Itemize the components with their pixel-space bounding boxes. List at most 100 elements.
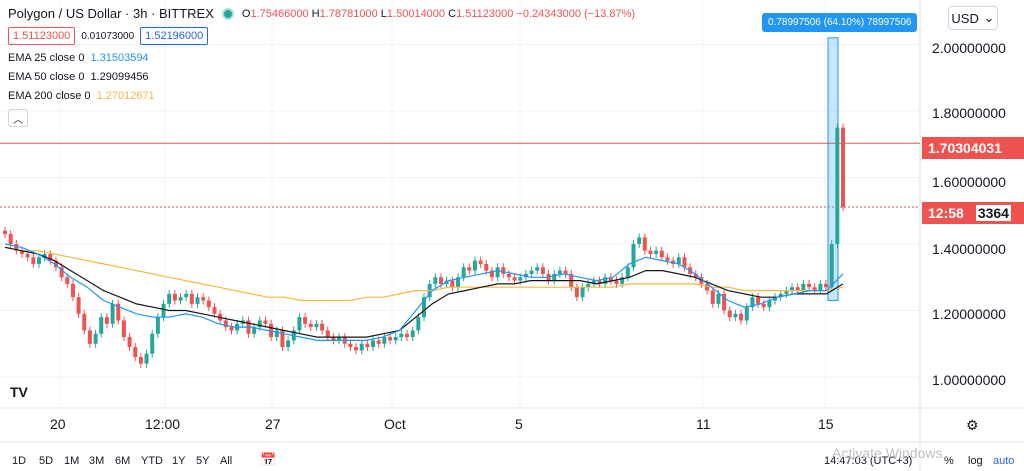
candle-body [93,333,98,344]
candle-body [597,280,602,284]
candle-body [699,277,704,284]
candle-body [586,283,591,288]
candle-body [14,244,19,251]
candle-body [189,293,194,304]
ema-50-legend[interactable]: EMA 50 close 0 1.29099456 [8,71,149,83]
candle-body [325,330,330,338]
candle-body [716,293,721,304]
candle-body [563,270,568,274]
ema-200-legend[interactable]: EMA 200 close 0 1.27012671 [8,90,155,102]
timeframe-1m[interactable]: 1M [64,455,80,467]
candle-body [812,287,817,291]
time-axis-label: 5 [515,416,523,432]
measure-tool-label: 0.78997506 (64.10%) 78997506 [762,13,918,32]
timeframe-all[interactable]: All [220,455,233,467]
candle-body [19,250,24,254]
candle-body [484,263,489,271]
candle-body [36,257,41,264]
candle-body [438,277,443,284]
percent-toggle[interactable]: % [944,455,954,467]
candle-body [756,297,761,304]
currency-select[interactable]: USD ⌄ [948,6,998,30]
candle-body [178,297,183,301]
candle-body [172,293,177,301]
candle-body [127,337,132,348]
candle-body [829,244,834,288]
candle-body [110,303,115,324]
ema-25-legend[interactable]: EMA 25 close 0 1.31503594 [8,52,149,64]
candle-body [53,260,58,268]
timeframe-1y[interactable]: 1Y [172,455,186,467]
candle-body [540,267,545,274]
candle-body [478,260,483,264]
candle-body [818,283,823,291]
candle-body [620,277,625,284]
candle-body [104,317,109,324]
candle-body [382,337,387,344]
candle-body [269,323,274,338]
candle-body [693,273,698,278]
candle-body [303,317,308,324]
candle-body [654,250,659,254]
current-price-tag[interactable]: 12:58 3364 [922,202,1024,224]
time-axis-label: 20 [50,416,66,432]
candle-body [648,250,653,254]
timeframe-6m[interactable]: 6M [115,455,131,467]
candle-body [750,297,755,308]
ohlc-values: O1.75466000 H1.78781000 L1.50014000 C1.5… [241,7,636,20]
candle-body [744,307,749,321]
time-axis-label: 11 [696,416,711,432]
chevron-down-icon: ⌄ [983,10,995,25]
candle-body [223,320,228,328]
time-axis-label: 12:00 [145,416,181,432]
candle-body [461,267,466,278]
candle-body [835,127,840,244]
ema-25-line [4,243,844,341]
candle-body [790,287,795,291]
candle-body [393,337,398,341]
buy-price-button[interactable]: 1.52196000 [140,27,209,45]
candle-body [155,317,160,334]
timeframe-ytd[interactable]: YTD [141,455,163,467]
candle-body [795,287,800,291]
timeframe-5y[interactable]: 5Y [196,455,210,467]
log-toggle[interactable]: log [968,455,983,467]
candle-body [150,333,155,354]
calendar-range-icon[interactable]: 📅 [260,452,277,467]
candle-body [257,320,262,328]
candle-body [659,250,664,258]
candle-body [348,343,353,348]
candle-body [637,237,642,244]
bottom-toolbar: 1D 5D 1M 3M 6M YTD 1Y 5Y All 📅 14:47:03 … [0,449,1024,471]
candle-body [727,310,732,318]
candle-body [676,257,681,264]
time-readout[interactable]: 14:47:03 (UTC+3) [824,455,913,467]
candle-body [48,253,53,261]
chevron-up-icon[interactable]: ︿ [8,109,28,127]
sell-price-button[interactable]: 1.51123000 [8,27,76,45]
auto-toggle[interactable]: auto [993,455,1015,467]
candle-body [733,313,738,318]
candle-body [422,297,426,318]
timeframe-3m[interactable]: 3M [89,455,105,467]
candle-body [76,297,81,314]
candle-body [467,267,472,271]
candle-body [557,270,562,274]
candle-body [365,343,370,348]
candle-body [297,317,302,331]
candle-body [552,273,557,281]
price-line-tag[interactable]: 1.70304031 [922,137,1024,159]
symbol-title[interactable]: Polygon / US Dollar · 3h · BITTREX [8,6,214,21]
candle-body [3,230,7,235]
spread-value: 0.01073000 [81,30,135,42]
candle-body [614,280,619,284]
candle-body [399,333,404,338]
candle-body [506,273,511,278]
candle-body [144,353,149,364]
candle-body [82,313,87,331]
candle-body [455,277,460,288]
gear-icon[interactable]: ⚙ [966,417,979,433]
timeframe-1d[interactable]: 1D [12,455,27,467]
timeframe-5d[interactable]: 5D [39,455,54,467]
candle-body [371,340,376,348]
